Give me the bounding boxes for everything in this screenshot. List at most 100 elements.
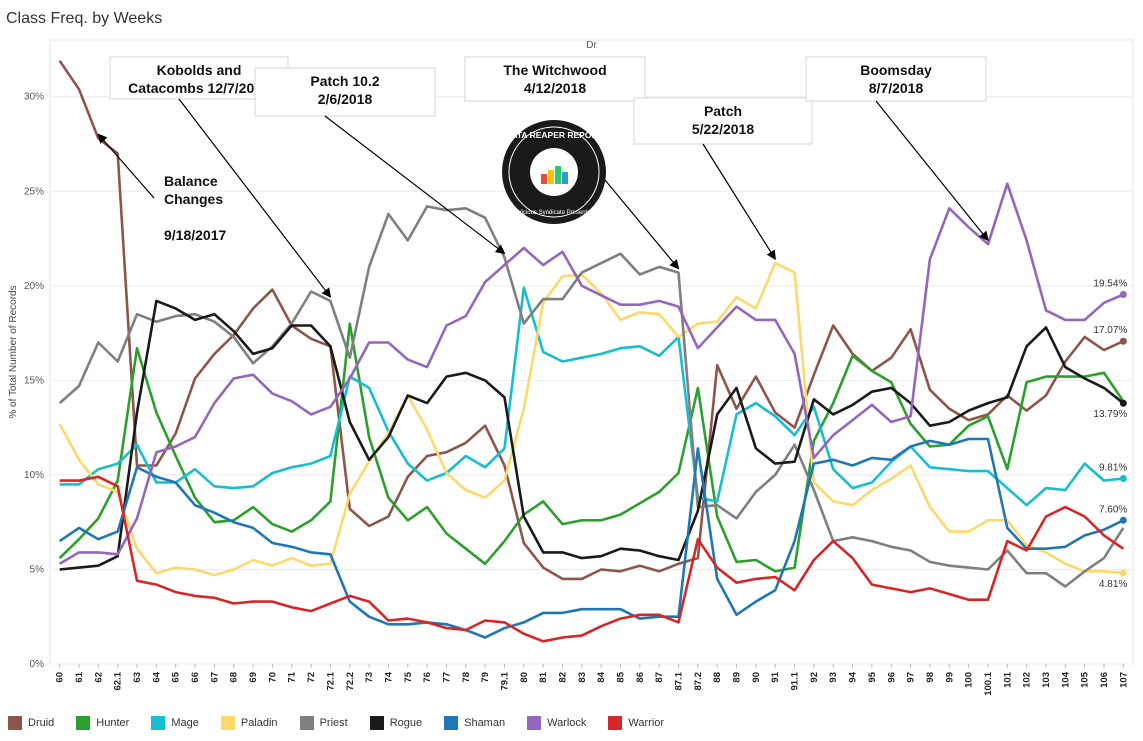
x-tick-label: 75: [403, 671, 414, 682]
legend-label: Mage: [171, 717, 199, 729]
legend-swatch: [299, 716, 314, 730]
annotation-arrow: [178, 98, 332, 298]
x-tick-label: 62.1: [113, 671, 124, 690]
x-tick-label: 76: [422, 672, 433, 683]
legend-swatch: [369, 716, 384, 730]
end-point-shaman: [1119, 516, 1127, 524]
annotation-4: Patch 5/22/2018: [633, 97, 813, 261]
x-tick-label: 67: [209, 672, 220, 683]
legend-swatch: [151, 716, 166, 730]
annotation-arrow: [875, 100, 989, 242]
x-tick-label: 90: [751, 672, 762, 683]
x-tick-label: 77: [441, 672, 452, 683]
series-line-hunter: [58, 322, 1125, 573]
legend-item-mage[interactable]: Mage: [151, 716, 199, 730]
x-tick-label: 100.1: [983, 671, 994, 695]
annotation-arrow: [324, 115, 506, 255]
legend-item-priest[interactable]: Priest: [299, 716, 348, 730]
x-tick-label: 106: [1099, 672, 1110, 688]
legend-item-paladin[interactable]: Paladin: [220, 716, 278, 730]
annotation-text: Catacombs 12/7/2017: [128, 80, 270, 96]
annotation-text: Balance: [164, 173, 218, 189]
x-tick-label: 89: [732, 672, 743, 683]
annotation-text: Kobolds and: [157, 62, 242, 78]
x-tick-label: 88: [712, 672, 723, 683]
x-tick-label: 85: [616, 671, 627, 682]
legend-swatch: [8, 716, 22, 730]
x-tick-label: 79.1: [499, 671, 510, 690]
x-tick-label: 80: [519, 672, 530, 683]
end-point-druid: [1119, 337, 1127, 345]
annotation-arrow: [604, 179, 680, 270]
end-label-rogue: 13.79%: [1093, 409, 1127, 420]
annotation-3: The Witchwood 4/12/2018: [464, 56, 680, 270]
end-label-paladin: 4.81%: [1099, 579, 1127, 590]
y-axis-title: % of Total Number of Records: [8, 285, 19, 418]
y-tick-label: 30%: [24, 92, 44, 103]
annotation-text: Boomsday: [860, 62, 932, 78]
x-tick-label: 66: [190, 672, 201, 683]
end-label-druid: 17.07%: [1093, 325, 1127, 336]
legend-item-warrior[interactable]: Warrior: [608, 716, 664, 730]
annotation-text: 8/7/2018: [869, 80, 924, 96]
legend-swatch: [527, 716, 542, 730]
column-header-label: Dr: [586, 40, 597, 51]
series-line-paladin: [58, 261, 1124, 577]
legend-item-hunter[interactable]: Hunter: [76, 716, 129, 730]
x-tick-label: 81: [538, 671, 549, 682]
series-line-shaman: [58, 437, 1124, 639]
x-tick-label: 87.2: [693, 672, 704, 691]
x-tick-label: 87: [654, 672, 665, 683]
x-tick-label: 62: [93, 672, 104, 683]
y-tick-label: 10%: [24, 470, 44, 481]
x-tick-label: 65: [171, 671, 182, 682]
annotation-text: The Witchwood: [503, 62, 606, 78]
x-tick-label: 63: [132, 672, 143, 683]
x-tick-label: 98: [925, 672, 936, 683]
x-tick-label: 82: [557, 672, 568, 683]
x-tick-label: 73: [364, 672, 375, 683]
legend-item-druid[interactable]: Druid: [8, 716, 54, 730]
legend-item-shaman[interactable]: Shaman: [444, 716, 505, 730]
x-tick-label: 93: [828, 672, 839, 683]
x-tick-label: 96: [886, 672, 897, 683]
annotation-text: Patch: [704, 103, 742, 119]
legend-swatch: [76, 716, 91, 730]
end-point-rogue: [1119, 399, 1127, 407]
data-reaper-logo: DATA REAPER REPORT Vicious Syndicate Pres…: [502, 120, 606, 224]
series-line-warrior: [59, 475, 1125, 643]
series-line-warlock: [59, 182, 1124, 565]
x-tick-label: 97: [906, 672, 917, 683]
legend-label: Shaman: [464, 717, 506, 729]
x-tick-label: 91: [770, 671, 781, 682]
x-tick-label: 102: [1022, 672, 1033, 688]
legend-label: Priest: [319, 717, 348, 729]
x-tick-label: 107: [1118, 672, 1129, 688]
x-tick-label: 69: [248, 672, 259, 683]
x-tick-label: 103: [1041, 672, 1052, 688]
x-tick-label: 101: [1002, 671, 1013, 688]
x-tick-label: 70: [267, 672, 278, 683]
x-tick-label: 68: [229, 672, 240, 683]
annotation-text: Patch 10.2: [310, 73, 379, 89]
legend-item-warlock[interactable]: Warlock: [527, 716, 586, 730]
legend-label: Warlock: [547, 717, 587, 729]
annotation-text: 5/22/2018: [692, 121, 754, 137]
x-tick-label: 61: [74, 671, 85, 682]
legend-label: Druid: [28, 717, 55, 729]
logo-text: DATA REAPER REPORT: [505, 130, 603, 140]
y-tick-label: 0%: [30, 659, 45, 670]
series-line-mage: [59, 286, 1124, 507]
annotation-6: Balance Changes 9/18/2017: [97, 133, 226, 243]
x-tick-label: 91.1: [790, 671, 801, 690]
end-label-shaman: 7.60%: [1099, 504, 1127, 515]
x-tick-label: 64: [151, 671, 162, 682]
x-tick-label: 72.1: [325, 671, 336, 690]
logo-subtext: Vicious Syndicate Presents: [518, 210, 591, 216]
x-tick-label: 83: [577, 672, 588, 683]
x-tick-label: 60: [55, 672, 66, 683]
legend: Druid Hunter Mage Paladin Priest Rogue Shaman W…: [8, 716, 686, 730]
legend-item-rogue[interactable]: Rogue: [369, 716, 422, 730]
x-tick-label: 84: [596, 671, 607, 682]
